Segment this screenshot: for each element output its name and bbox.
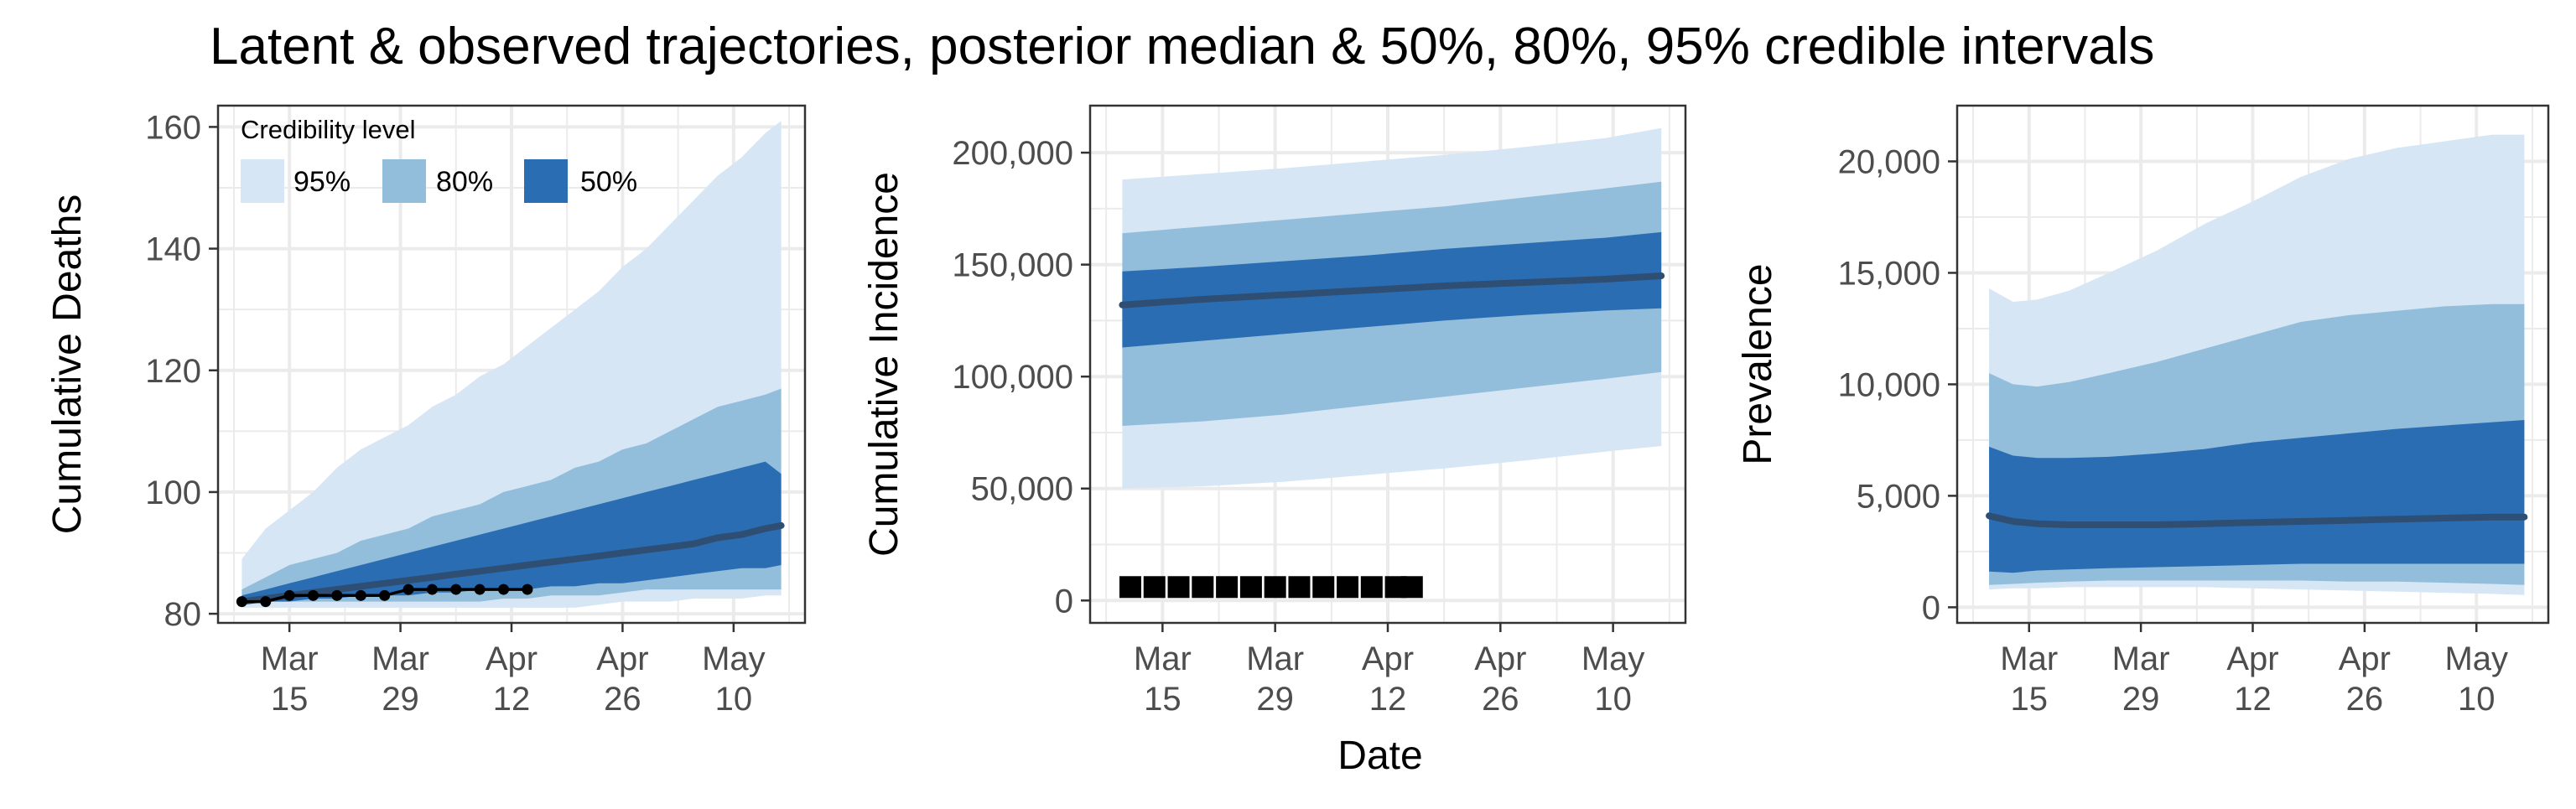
y-tick-label: 0 xyxy=(1922,589,1940,626)
observed-point xyxy=(260,596,272,608)
legend-label: 95% xyxy=(293,166,351,198)
median-line xyxy=(238,521,785,605)
x-tick-label-day: 10 xyxy=(2458,681,2496,718)
observed-series xyxy=(236,583,533,608)
y-axis-label: Prevalence xyxy=(1736,263,1780,464)
x-tick-label-day: 26 xyxy=(604,681,641,718)
observed-point xyxy=(308,589,319,601)
x-tick-label-month: Mar xyxy=(2000,640,2058,677)
median-line xyxy=(1119,272,1665,309)
x-tick-label-day: 12 xyxy=(2234,681,2272,718)
y-tick-label: 120 xyxy=(145,353,201,390)
observed-point xyxy=(355,589,366,601)
observed-point xyxy=(1216,576,1239,599)
observed-point xyxy=(1312,576,1335,599)
observed-point xyxy=(402,583,414,595)
x-tick-label-month: Apr xyxy=(2226,640,2278,677)
observed-point xyxy=(1400,576,1423,599)
observed-point xyxy=(1167,576,1190,599)
panel-prevalence: 0 5,000 10,000 15,000 20,000 Mar 15 Mar 29 Apr 12 A… xyxy=(1736,104,2550,718)
legend-item-80: 80% xyxy=(382,159,493,203)
legend-title: Credibility level xyxy=(241,115,415,144)
observed-point xyxy=(236,596,247,608)
y-tick-label: 150,000 xyxy=(952,247,1073,284)
band-50 xyxy=(242,461,782,602)
legend: Credibility level 95% 80% 50% xyxy=(241,115,637,203)
observed-point xyxy=(1239,576,1262,599)
x-tick-label-month: Apr xyxy=(486,640,538,677)
y-tick-label: 140 xyxy=(145,231,201,268)
observed-point xyxy=(1264,576,1286,599)
observed-point xyxy=(1288,576,1311,599)
x-tick-label-day: 26 xyxy=(1482,681,1519,718)
legend-key xyxy=(241,159,284,203)
x-tick-label-month: Apr xyxy=(1362,640,1414,677)
y-axis-label: Cumulative Incidence xyxy=(862,172,906,557)
x-tick-label-day: 12 xyxy=(493,681,531,718)
legend-item-95: 95% xyxy=(241,159,351,203)
x-tick-label-month: Apr xyxy=(1474,640,1526,677)
x-tick-label-day: 12 xyxy=(1369,681,1407,718)
x-tick-label-month: Mar xyxy=(1134,640,1192,677)
y-tick-label: 100 xyxy=(145,475,201,511)
x-tick-label-day: 15 xyxy=(2010,681,2048,718)
x-tick-label-month: Apr xyxy=(596,640,648,677)
x-tick-label-month: Mar xyxy=(261,640,319,677)
panel-cumulative-deaths: 80 100 120 140 160 Mar 15 Mar 29 Apr 12 Apr 26 May 10 C… xyxy=(45,104,807,718)
legend-key xyxy=(524,159,568,203)
x-tick-label-day: 29 xyxy=(2122,681,2160,718)
x-tick-label-day: 15 xyxy=(271,681,309,718)
x-tick-label-day: 10 xyxy=(1594,681,1632,718)
y-tick-label: 200,000 xyxy=(952,135,1073,172)
y-tick-label: 15,000 xyxy=(1838,255,1940,292)
legend-label: 50% xyxy=(580,166,637,198)
observed-point xyxy=(283,589,295,601)
x-tick-label-month: Mar xyxy=(1246,640,1304,677)
chart-title: Latent & observed trajectories, posterio… xyxy=(210,18,2154,75)
y-axis-label: Cumulative Deaths xyxy=(45,194,90,535)
observed-point xyxy=(1360,576,1383,599)
x-tick-label-month: Apr xyxy=(2339,640,2391,677)
x-tick-label-day: 10 xyxy=(715,681,753,718)
x-tick-label-day: 15 xyxy=(1144,681,1182,718)
x-tick-label-month: May xyxy=(1581,640,1645,677)
band-50 xyxy=(1989,420,2525,573)
observed-series xyxy=(1119,576,1423,599)
observed-point xyxy=(450,583,462,595)
median-line xyxy=(1986,512,2528,528)
y-tick-label: 100,000 xyxy=(952,359,1073,396)
legend-key xyxy=(382,159,426,203)
observed-point xyxy=(474,583,486,595)
y-tick-label: 20,000 xyxy=(1838,143,1940,180)
observed-point xyxy=(498,583,510,595)
observed-point xyxy=(1143,576,1166,599)
legend-label: 80% xyxy=(436,166,493,198)
y-tick-label: 80 xyxy=(164,596,202,633)
x-tick-label-month: May xyxy=(2444,640,2508,677)
x-axis-label: Date xyxy=(1337,734,1422,778)
y-tick-label: 160 xyxy=(145,109,201,146)
observed-point xyxy=(1337,576,1359,599)
x-tick-label-day: 29 xyxy=(382,681,419,718)
y-tick-label: 0 xyxy=(1055,583,1073,620)
y-tick-label: 5,000 xyxy=(1857,478,1940,515)
x-tick-label-day: 29 xyxy=(1256,681,1294,718)
observed-point xyxy=(1119,576,1141,599)
x-tick-label-day: 26 xyxy=(2346,681,2384,718)
legend-item-50: 50% xyxy=(524,159,637,203)
x-tick-label-month: Mar xyxy=(2112,640,2170,677)
observed-point xyxy=(331,589,343,601)
x-tick-label-month: Mar xyxy=(371,640,429,677)
y-tick-label: 50,000 xyxy=(971,471,1073,508)
y-tick-label: 10,000 xyxy=(1838,366,1940,403)
observed-point xyxy=(379,589,391,601)
observed-point xyxy=(426,583,438,595)
panel-cumulative-incidence: 0 50,000 100,000 150,000 200,000 Mar 15 Mar 29 Ap… xyxy=(862,104,1687,718)
observed-point xyxy=(522,583,533,595)
x-tick-label-month: May xyxy=(702,640,766,677)
observed-point xyxy=(1192,576,1214,599)
